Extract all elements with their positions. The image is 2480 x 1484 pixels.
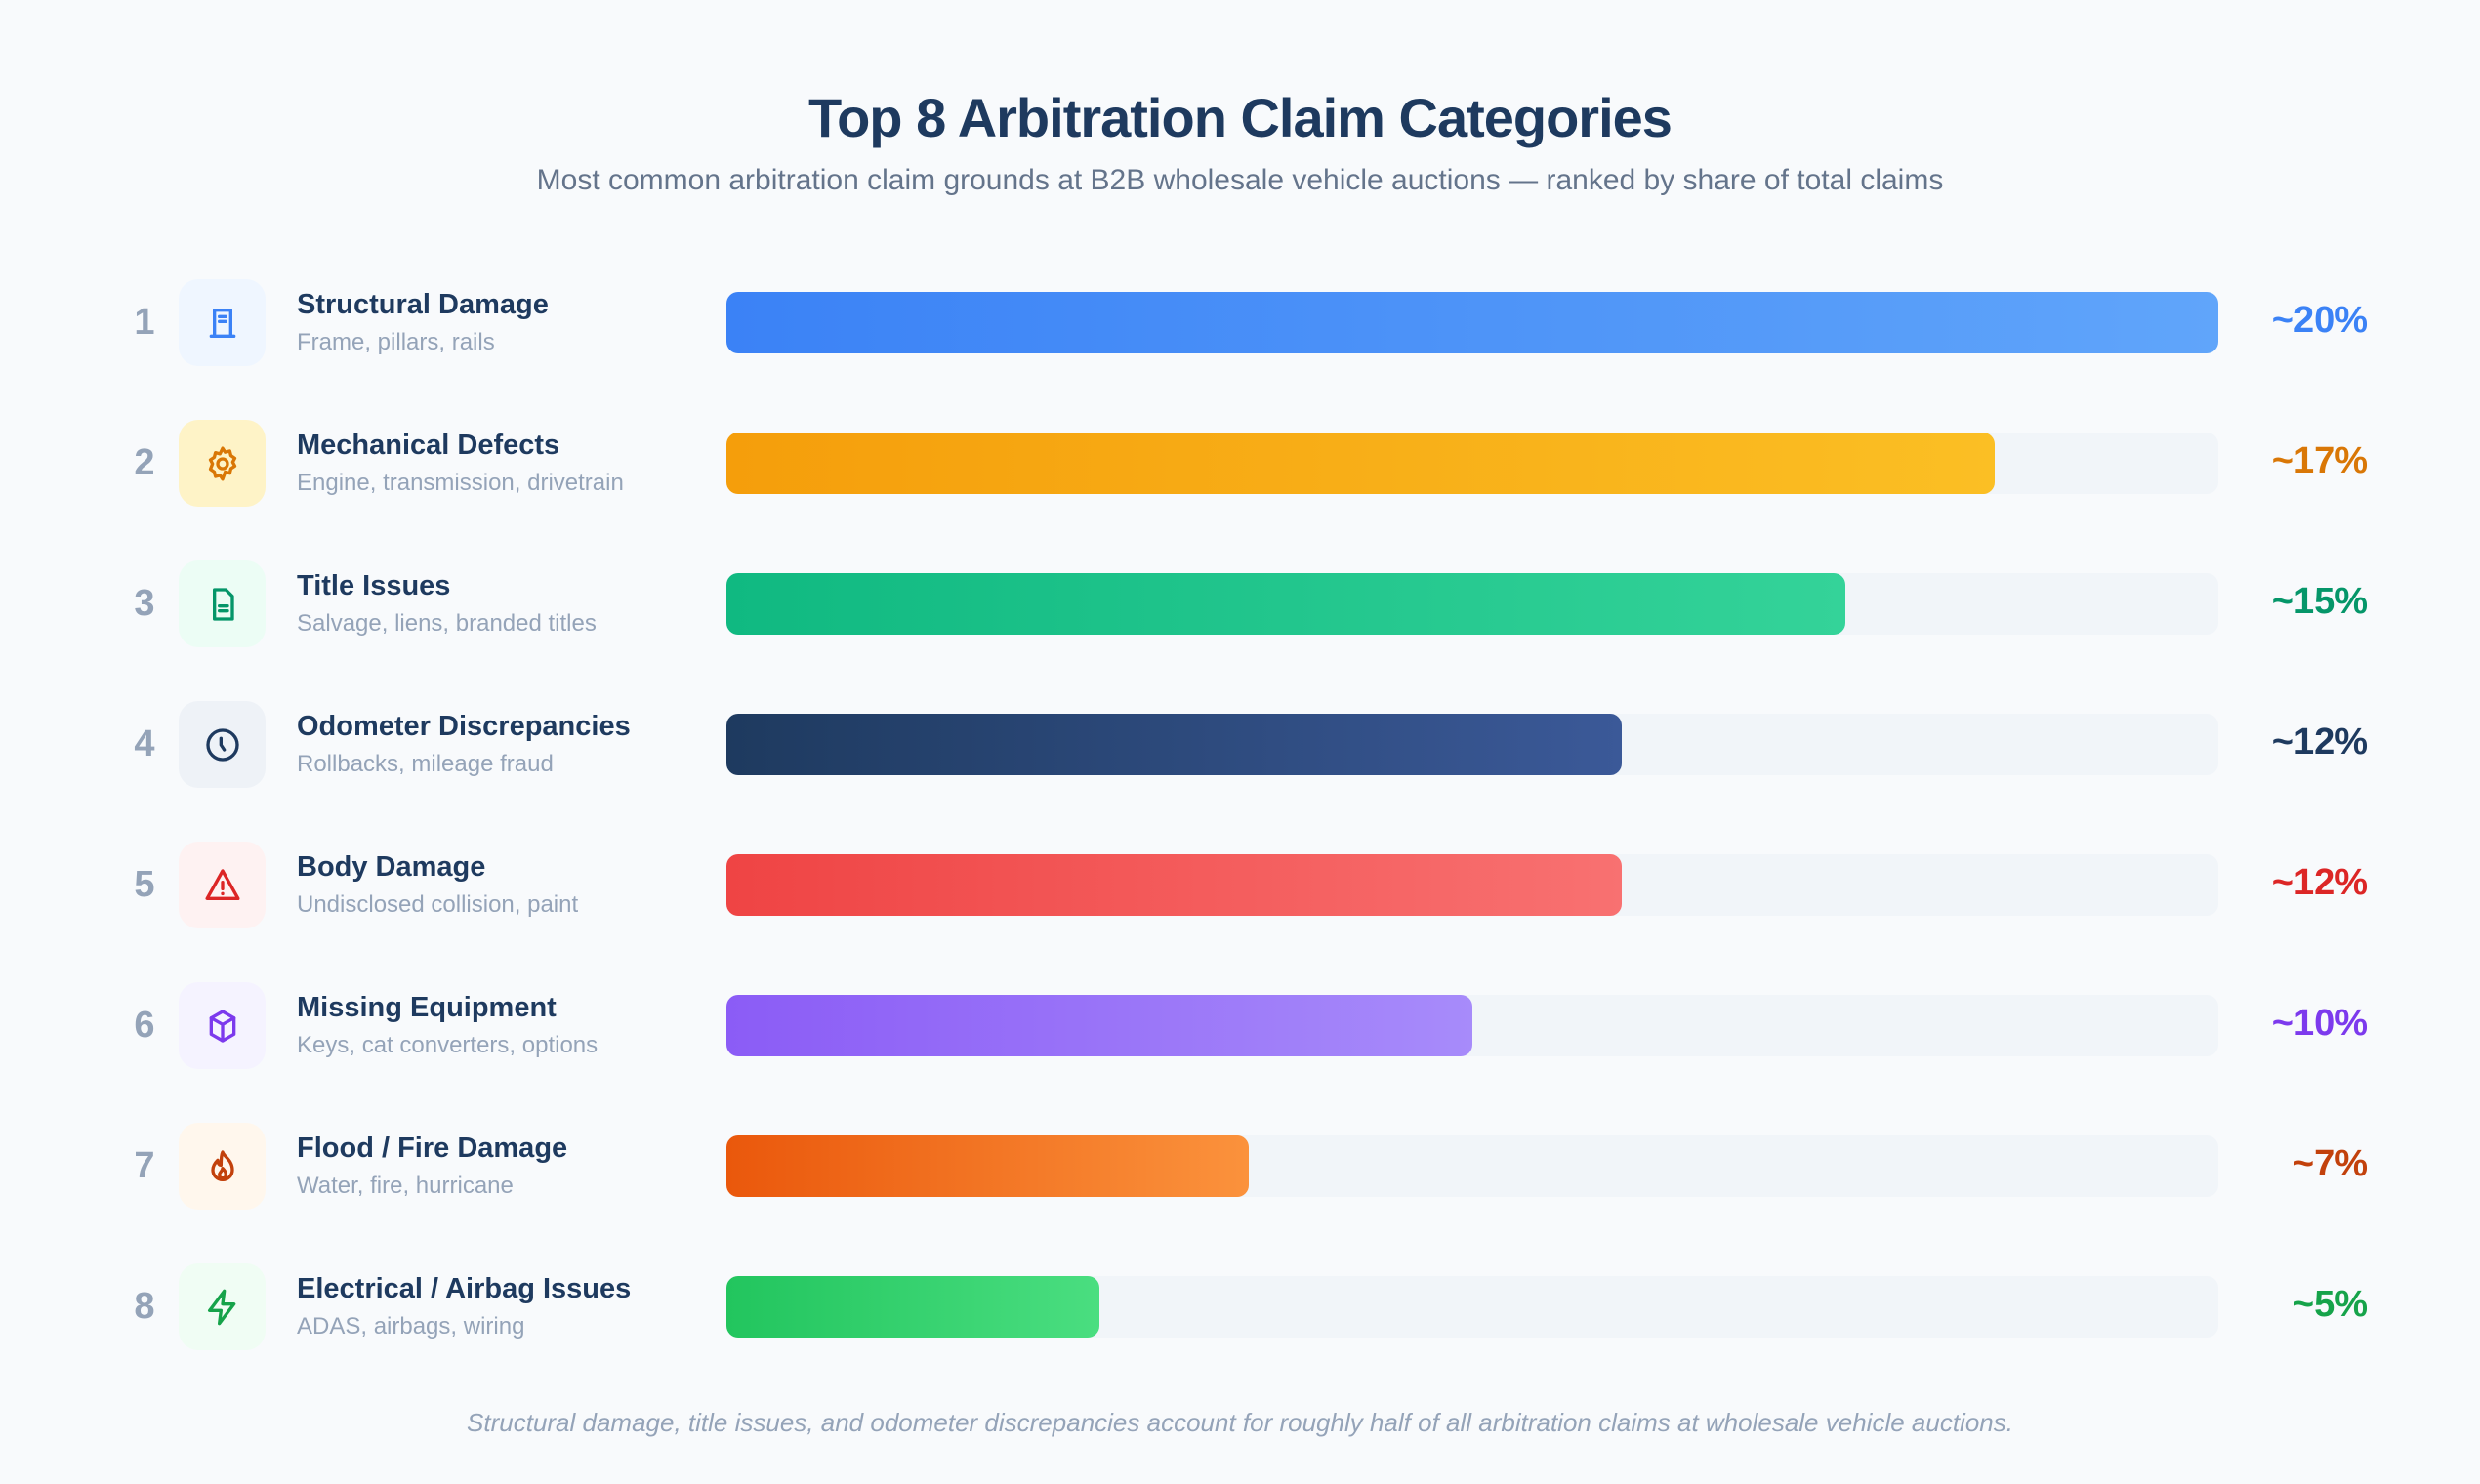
value-label: ~5% xyxy=(2292,1284,2368,1325)
bar-track xyxy=(726,1276,2218,1338)
bar-track xyxy=(726,854,2218,916)
category-description: Rollbacks, mileage fraud xyxy=(297,751,554,777)
icon-tile xyxy=(179,701,266,788)
bar-row: 7 Flood / Fire Damage Water, fire, hurrica… xyxy=(0,1096,2480,1237)
category-label: Flood / Fire Damage xyxy=(297,1133,568,1164)
category-description: ADAS, airbags, wiring xyxy=(297,1313,525,1340)
bar xyxy=(726,995,1472,1056)
category-label: Missing Equipment xyxy=(297,992,557,1023)
bar-track xyxy=(726,1135,2218,1197)
bar-row: 1 Structural Damage Frame, pillars, rails ~… xyxy=(0,253,2480,393)
footnote: Structural damage, title issues, and odo… xyxy=(467,1408,2013,1437)
category-description: Keys, cat converters, options xyxy=(297,1032,599,1058)
bar-track xyxy=(726,433,2218,494)
bar xyxy=(726,292,2218,353)
bar-row: 2 Mechanical Defects Engine, transmission,… xyxy=(0,393,2480,534)
value-label: ~12% xyxy=(2271,862,2368,903)
bar xyxy=(726,1276,1099,1338)
rank-number: 4 xyxy=(134,723,155,764)
lightning-icon xyxy=(207,1289,235,1325)
icon-tile xyxy=(179,420,266,507)
bar xyxy=(726,433,1995,494)
rank-number: 3 xyxy=(134,583,155,624)
icon-tile xyxy=(179,982,266,1069)
category-label: Electrical / Airbag Issues xyxy=(297,1273,632,1304)
bar xyxy=(726,573,1845,635)
category-label: Odometer Discrepancies xyxy=(297,711,631,742)
rank-number: 1 xyxy=(134,302,155,343)
bar-row: 3 Title Issues Salvage, liens, branded tit… xyxy=(0,534,2480,675)
icon-tile xyxy=(179,1123,266,1210)
value-label: ~12% xyxy=(2271,721,2368,763)
bar-row: 8 Electrical / Airbag Issues ADAS, airbags… xyxy=(0,1237,2480,1378)
bar-list: 1 Structural Damage Frame, pillars, rails ~… xyxy=(0,253,2480,1378)
bar-track xyxy=(726,292,2218,353)
rank-number: 6 xyxy=(134,1005,155,1046)
chart-subtitle: Most common arbitration claim grounds at… xyxy=(536,164,1944,196)
bar xyxy=(726,854,1622,916)
rank-number: 5 xyxy=(134,864,155,905)
category-description: Salvage, liens, branded titles xyxy=(297,610,597,637)
warning-icon xyxy=(205,868,239,900)
icon-tile xyxy=(179,560,266,647)
document-icon xyxy=(212,587,234,621)
bar-row: 6 Missing Equipment Keys, cat converters, … xyxy=(0,956,2480,1096)
value-label: ~10% xyxy=(2271,1003,2368,1044)
gear-icon xyxy=(208,446,236,480)
rank-number: 2 xyxy=(134,442,155,483)
bar-row: 5 Body Damage Undisclosed collision, paint… xyxy=(0,815,2480,956)
bar xyxy=(726,714,1622,775)
bar xyxy=(726,1135,1249,1197)
bar-row: 4 Odometer Discrepancies Rollbacks, mileag… xyxy=(0,675,2480,815)
category-description: Undisclosed collision, paint xyxy=(297,891,579,918)
icon-tile xyxy=(179,279,266,366)
box-icon xyxy=(209,1009,235,1043)
category-label: Structural Damage xyxy=(297,289,549,320)
category-label: Body Damage xyxy=(297,851,486,883)
bar-track xyxy=(726,714,2218,775)
chart-title: Top 8 Arbitration Claim Categories xyxy=(808,87,1673,148)
value-label: ~7% xyxy=(2292,1143,2368,1184)
door-icon xyxy=(209,308,235,338)
category-description: Water, fire, hurricane xyxy=(297,1173,514,1199)
value-label: ~17% xyxy=(2271,440,2368,481)
bar-track xyxy=(726,573,2218,635)
rank-number: 8 xyxy=(134,1286,155,1327)
icon-tile xyxy=(179,842,266,928)
bar-track xyxy=(726,995,2218,1056)
category-description: Frame, pillars, rails xyxy=(297,329,495,355)
value-label: ~20% xyxy=(2271,300,2368,341)
category-description: Engine, transmission, drivetrain xyxy=(297,470,624,496)
category-label: Mechanical Defects xyxy=(297,430,560,461)
rank-number: 7 xyxy=(134,1145,155,1186)
icon-tile xyxy=(179,1263,266,1350)
clock-icon xyxy=(205,727,239,762)
category-label: Title Issues xyxy=(297,570,451,601)
value-label: ~15% xyxy=(2271,581,2368,622)
flame-icon xyxy=(210,1149,234,1181)
